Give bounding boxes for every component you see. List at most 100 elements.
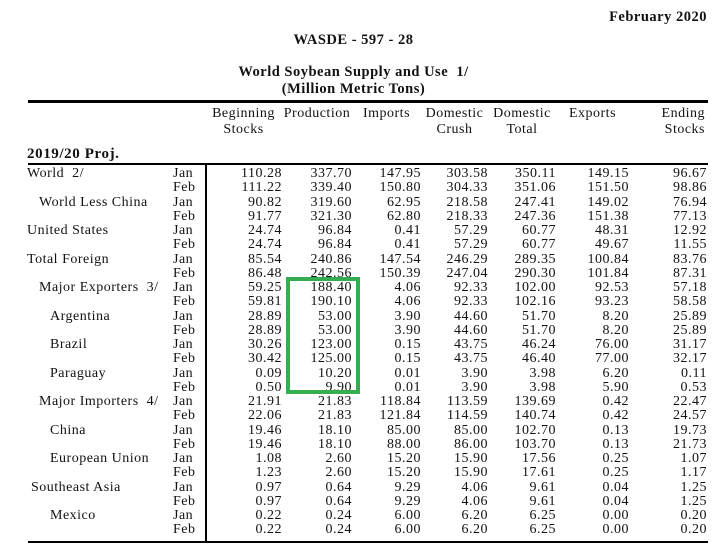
table-subtitle: (Million Metric Tons): [281, 81, 426, 97]
value-cell: 43.75: [454, 351, 488, 367]
value-cell: 1.25: [680, 479, 707, 495]
value-cell: 102.00: [514, 280, 556, 295]
value-cell: 0.15: [394, 351, 421, 367]
value-cell: 0.00: [602, 522, 629, 538]
value-cell: 140.74: [514, 408, 556, 424]
value-cell: 9.29: [394, 493, 421, 509]
value-cell: 48.31: [595, 223, 629, 238]
value-cell: 121.84: [379, 408, 421, 424]
value-cell: 0.11: [681, 365, 707, 381]
table-row: United States Jan 24.74 96.84 0.41 57.29 60.77…: [0, 223, 707, 238]
value-cell: 0.13: [602, 422, 629, 438]
value-cell: 12.92: [673, 223, 707, 238]
value-cell: 6.00: [394, 522, 421, 538]
value-cell: 17.56: [522, 451, 556, 466]
region-label: [0, 238, 173, 252]
header-rule: [28, 163, 708, 165]
region-label: [0, 381, 173, 395]
region-label: World 2/: [27, 166, 85, 181]
table-row: Feb 0.22 0.24 6.00 6.20 6.25 0.00 0.20: [0, 522, 707, 538]
value-cell: 3.90: [461, 379, 488, 395]
value-cell: 246.29: [446, 251, 488, 267]
value-cell: 30.26: [248, 337, 282, 352]
month-label: Jan: [173, 394, 194, 409]
column-header-imports: Imports: [352, 106, 421, 137]
table-row: Feb 22.06 21.83 121.84 114.59 140.74 0.42 24.57: [0, 408, 707, 424]
value-cell: 351.06: [514, 180, 556, 196]
value-cell: 90.82: [248, 194, 282, 210]
value-cell: 240.86: [310, 251, 352, 267]
value-cell: 86.48: [248, 265, 282, 281]
value-cell: 0.22: [255, 522, 282, 538]
value-cell: 149.15: [587, 166, 629, 181]
value-cell: 77.00: [595, 351, 629, 367]
table-row: Feb 86.48 242.56 150.39 247.04 290.30 101.84 87…: [0, 265, 707, 281]
value-cell: 0.41: [394, 237, 421, 253]
month-label: Feb: [173, 351, 196, 367]
month-label: Feb: [173, 522, 196, 538]
region-label: [0, 495, 173, 509]
region-label: [0, 267, 173, 281]
value-cell: 0.24: [325, 508, 352, 523]
value-cell: 0.00: [602, 508, 629, 523]
value-cell: 3.90: [394, 308, 421, 324]
value-cell: 218.58: [446, 194, 488, 210]
table-row: Feb 30.42 125.00 0.15 43.75 46.40 77.00 32.17: [0, 351, 707, 367]
value-cell: 98.86: [673, 180, 707, 196]
column-header-text: Ending: [661, 106, 705, 121]
value-cell: 9.90: [325, 379, 352, 395]
value-cell: 15.20: [387, 465, 421, 481]
value-cell: 1.25: [680, 493, 707, 509]
value-cell: 3.90: [394, 322, 421, 338]
table-row: Mexico Jan 0.22 0.24 6.00 6.20 6.25 0.00 0.20: [0, 508, 707, 523]
table-row: Feb 0.97 0.64 9.29 4.06 9.61 0.04 1.25: [0, 493, 707, 509]
region-label: Mexico: [50, 508, 96, 523]
region-label: [0, 409, 173, 423]
value-cell: 190.10: [310, 294, 352, 310]
value-cell: 6.20: [461, 522, 488, 538]
region-label: World Less China: [39, 194, 148, 210]
region-label: China: [50, 422, 86, 438]
region-label: United States: [27, 223, 109, 238]
table-row: Feb 59.81 190.10 4.06 92.33 102.16 93.23 58.58: [0, 294, 707, 310]
value-cell: 4.06: [394, 280, 421, 295]
value-cell: 247.41: [514, 194, 556, 210]
value-cell: 8.20: [602, 322, 629, 338]
value-cell: 2.60: [325, 451, 352, 466]
report-id: WASDE - 597 - 28: [293, 32, 414, 48]
value-cell: 304.33: [446, 180, 488, 196]
month-label: Jan: [173, 451, 194, 466]
value-cell: 350.11: [515, 166, 556, 181]
value-cell: 21.73: [673, 436, 707, 452]
value-cell: 24.74: [248, 223, 282, 238]
value-cell: 62.95: [387, 194, 421, 210]
column-header-text: Imports: [362, 106, 411, 121]
top-rule: [28, 100, 708, 103]
value-cell: 247.04: [446, 265, 488, 281]
value-cell: 1.08: [255, 451, 282, 466]
value-cell: 4.06: [461, 479, 488, 495]
value-cell: 2.60: [325, 465, 352, 481]
value-cell: 337.70: [310, 166, 352, 181]
value-cell: 289.35: [514, 251, 556, 267]
value-cell: 151.38: [587, 208, 629, 224]
value-cell: 9.61: [529, 479, 556, 495]
value-cell: 53.00: [318, 322, 352, 338]
value-cell: 0.01: [394, 379, 421, 395]
value-cell: 5.90: [602, 379, 629, 395]
value-cell: 19.73: [673, 422, 707, 438]
value-cell: 139.69: [514, 394, 556, 409]
column-header-exports: Exports: [556, 106, 629, 137]
value-cell: 32.17: [673, 351, 707, 367]
value-cell: 62.80: [387, 208, 421, 224]
value-cell: 58.58: [673, 294, 707, 310]
value-cell: 321.30: [310, 208, 352, 224]
column-header-text: Total: [506, 121, 538, 137]
table-row: Feb 19.46 18.10 88.00 86.00 103.70 0.13 21.73: [0, 436, 707, 452]
value-cell: 0.09: [255, 365, 282, 381]
value-cell: 57.29: [454, 237, 488, 253]
month-label: Jan: [173, 166, 194, 181]
region-label: Southeast Asia: [31, 479, 121, 495]
value-cell: 0.64: [325, 493, 352, 509]
value-cell: 218.33: [446, 208, 488, 224]
